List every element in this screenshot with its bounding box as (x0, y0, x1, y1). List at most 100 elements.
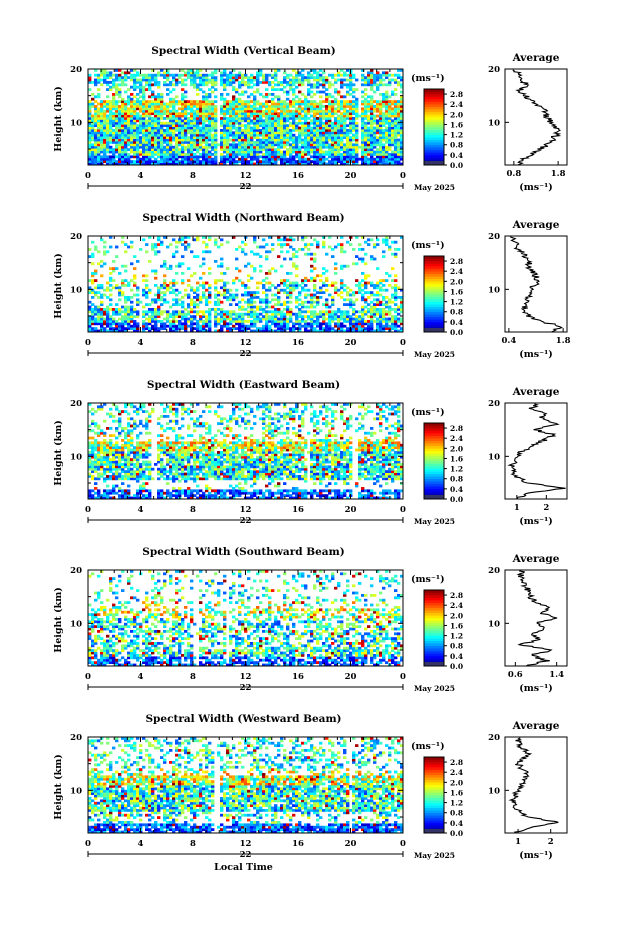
heatmap-cell (100, 293, 104, 297)
heatmap-cell (382, 97, 386, 101)
heatmap-cell (304, 97, 308, 101)
heatmap-cell (331, 320, 335, 323)
heatmap-cell (115, 138, 119, 142)
heatmap-cell (214, 100, 218, 103)
heatmap-cell (100, 100, 104, 103)
heatmap-cell (121, 117, 125, 120)
heatmap-cell (172, 324, 176, 328)
heatmap-cell (136, 100, 140, 103)
heatmap-cell (178, 76, 182, 79)
heatmap-cell (265, 296, 269, 299)
heatmap-cell (316, 83, 320, 87)
heatmap-cell (169, 305, 173, 309)
heatmap-cell (274, 121, 278, 125)
heatmap-cell (385, 119, 389, 123)
heatmap-cell (355, 121, 359, 125)
heatmap-cell (205, 324, 209, 328)
heatmap-cell (367, 100, 371, 103)
heatmap-cell (397, 145, 401, 149)
heatmap-cell (337, 124, 341, 127)
heatmap-cell (202, 284, 206, 287)
heatmap-cell (133, 276, 137, 280)
heatmap-cell (148, 114, 152, 118)
heatmap-cell (112, 269, 116, 273)
heatmap-cell (382, 73, 386, 77)
heatmap-cell (373, 126, 377, 130)
heatmap-cell (232, 141, 236, 144)
heatmap-cell (235, 155, 239, 159)
heatmap-cell (265, 157, 269, 161)
heatmap-cell (256, 153, 260, 156)
heatmap-cell (253, 252, 257, 256)
heatmap-cell (313, 305, 317, 309)
heatmap-cell (397, 83, 401, 87)
heatmap-cell (313, 286, 317, 290)
heatmap-cell (112, 83, 116, 87)
heatmap-cell (187, 317, 191, 321)
heatmap-cell (223, 109, 227, 113)
heatmap-cell (259, 264, 263, 268)
colorbar-tick-label: 2.8 (450, 90, 463, 99)
heatmap-cell (118, 157, 122, 161)
heatmap-cell (166, 131, 170, 135)
heatmap-cell (364, 274, 368, 278)
heatmap-cell (268, 324, 272, 328)
heatmap-cell (388, 105, 392, 108)
heatmap-cell (187, 102, 191, 106)
heatmap-cell (208, 78, 212, 82)
heatmap-cell (205, 73, 209, 77)
heatmap-cell (250, 112, 254, 115)
heatmap-cell (202, 126, 206, 130)
heatmap-cell (187, 243, 191, 246)
heatmap-cell (112, 286, 116, 290)
heatmap-cell (268, 124, 272, 127)
heatmap-cell (343, 78, 347, 82)
heatmap-cell (220, 153, 224, 156)
heatmap-cell (190, 102, 194, 106)
heatmap-cell (340, 69, 344, 72)
heatmap-cell (196, 112, 200, 115)
heatmap-cell (172, 114, 176, 118)
heatmap-cell (103, 124, 107, 127)
heatmap-cell (280, 136, 284, 139)
heatmap-cell (277, 83, 281, 87)
heatmap-cell (151, 102, 155, 106)
heatmap-cell (139, 78, 143, 82)
heatmap-cell (274, 78, 278, 82)
heatmap-cell (223, 141, 227, 144)
heatmap-cell (190, 119, 194, 123)
heatmap-cell (220, 264, 224, 268)
heatmap-cell (367, 131, 371, 135)
heatmap-cell (274, 148, 278, 151)
heatmap-cell (352, 148, 356, 151)
heatmap-cell (97, 162, 101, 166)
colorbar-segment (424, 137, 444, 140)
heatmap-cell (229, 312, 233, 316)
heatmap-cell (196, 76, 200, 79)
heatmap-cell (313, 129, 317, 132)
heatmap-cell (352, 327, 356, 330)
heatmap-cell (139, 83, 143, 87)
heatmap-cell (301, 100, 305, 103)
heatmap-cell (364, 284, 368, 287)
heatmap-cell (244, 243, 248, 246)
heatmap-cell (205, 315, 209, 318)
heatmap-cell (190, 322, 194, 326)
heatmap-cell (262, 148, 266, 151)
heatmap-cell (91, 160, 95, 163)
heatmap-cell (91, 308, 95, 311)
heatmap-cell (157, 293, 161, 297)
heatmap-cell (193, 148, 197, 151)
heatmap-cell (301, 81, 305, 84)
heatmap-cell (379, 136, 383, 139)
heatmap-cell (385, 322, 389, 326)
heatmap-cell (310, 296, 314, 299)
heatmap-cell (340, 324, 344, 328)
heatmap-cell (226, 76, 230, 79)
heatmap-cell (154, 102, 158, 106)
heatmap-cell (256, 252, 260, 256)
heatmap-cell (298, 71, 302, 75)
heatmap-cell (151, 315, 155, 318)
heatmap-cell (202, 145, 206, 149)
heatmap-cell (310, 312, 314, 316)
